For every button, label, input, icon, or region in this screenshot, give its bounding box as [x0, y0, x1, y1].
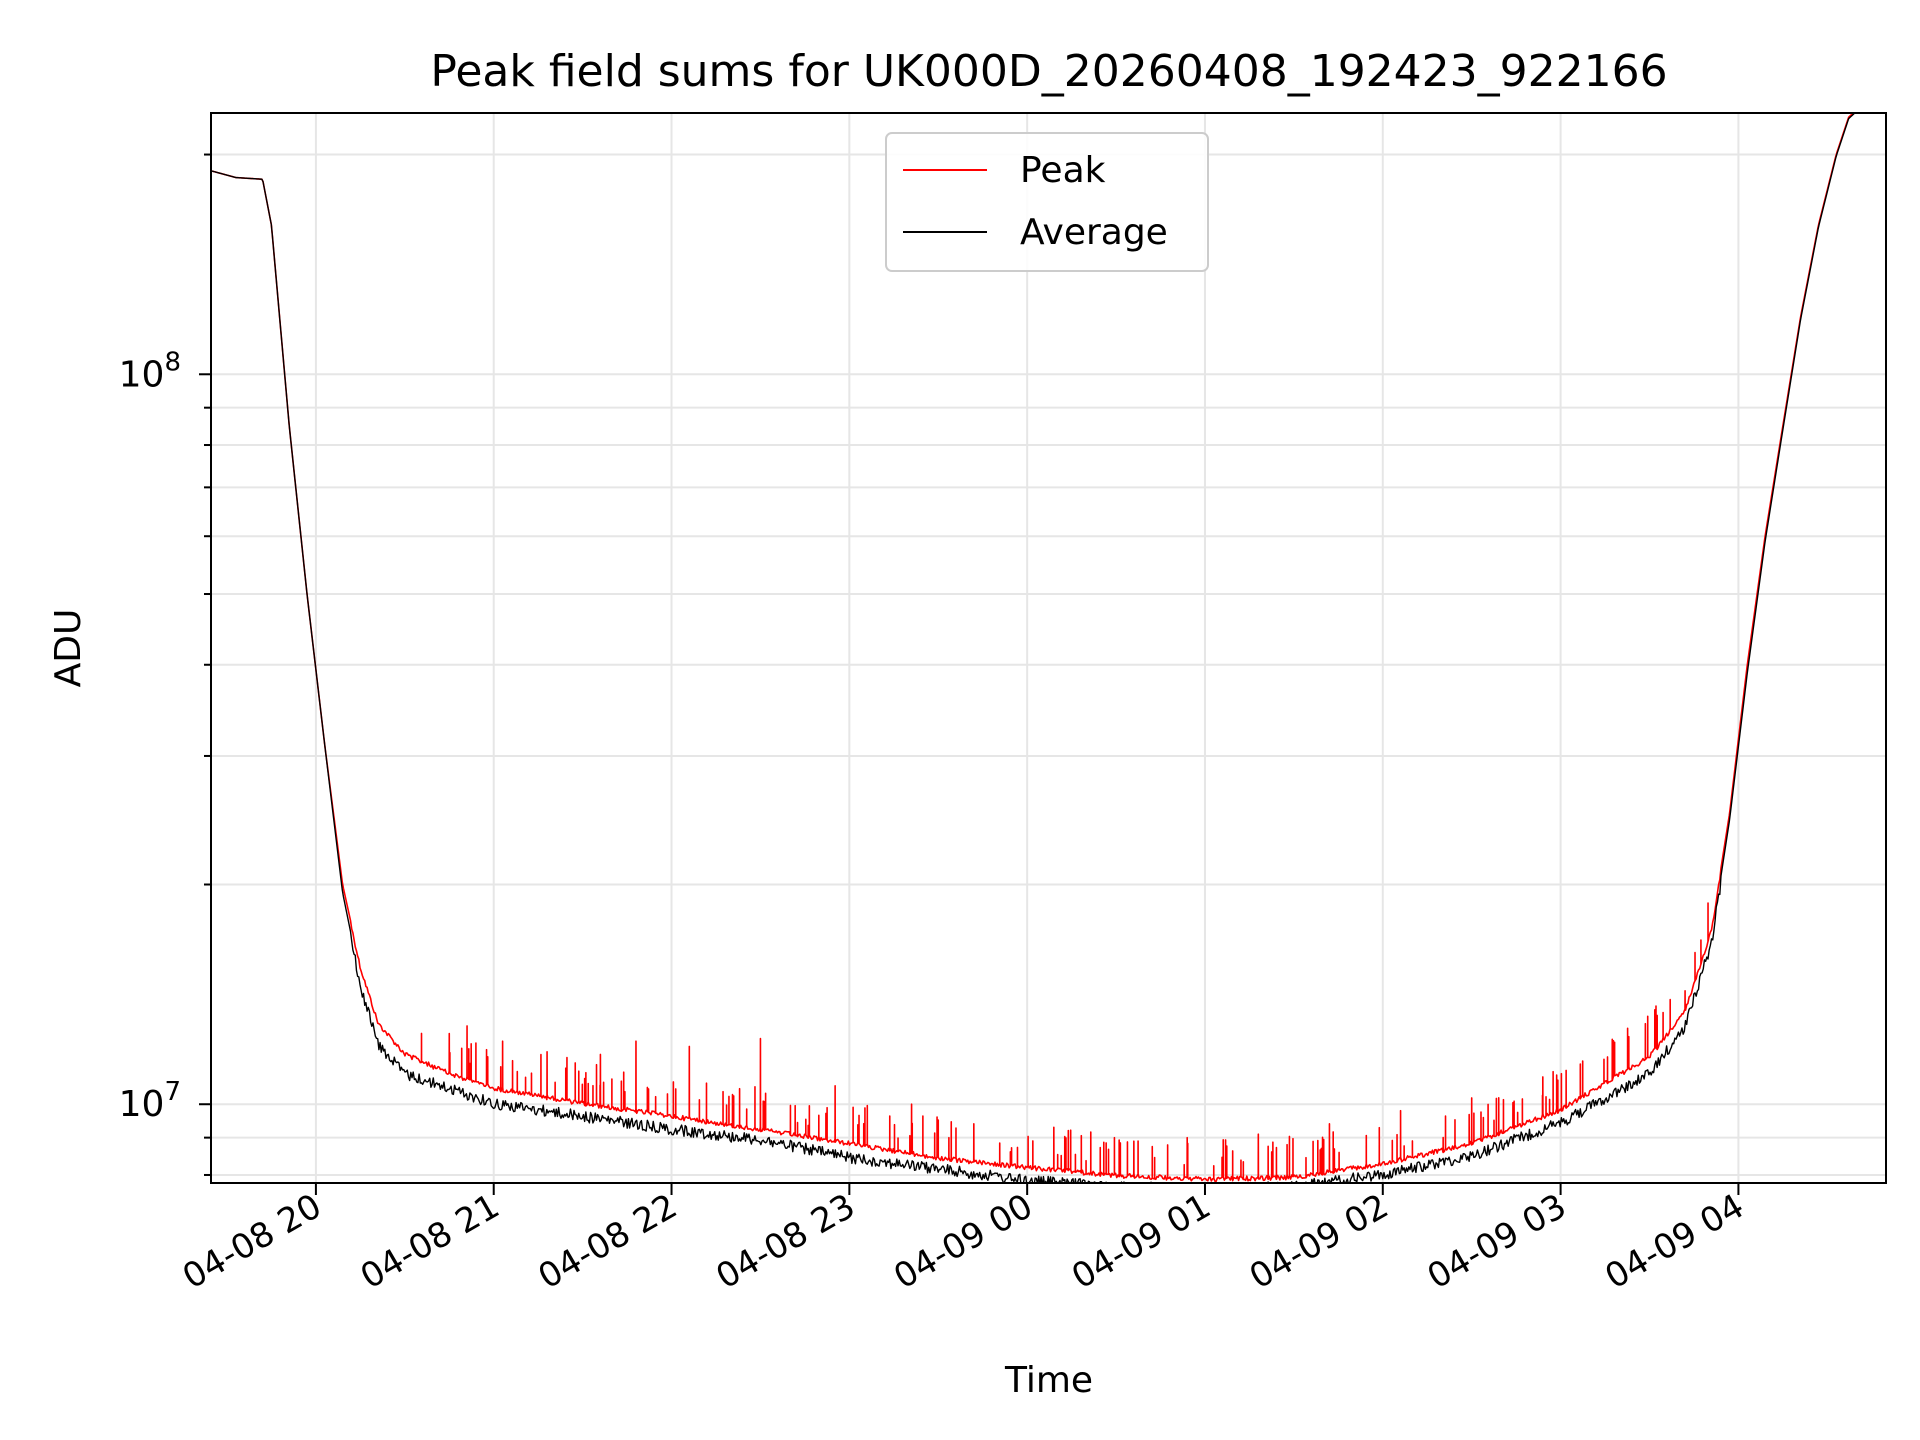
- y-axis-label: ADU: [48, 609, 89, 688]
- axes-frame: [210, 112, 1887, 1184]
- peak-series-line: [211, 113, 1855, 1183]
- legend: Peak Average: [885, 132, 1209, 272]
- plot-lines: [211, 113, 1856, 1183]
- x-axis-label: Time: [1004, 1360, 1093, 1401]
- legend-average-label: Average: [1020, 212, 1168, 253]
- legend-box: [885, 132, 1209, 272]
- chart-title: Peak field sums for UK000D_20260408_1924…: [430, 46, 1667, 97]
- legend-peak-label: Peak: [1020, 150, 1106, 191]
- y-tick-label: 108: [119, 347, 181, 395]
- y-tick-label: 107: [119, 1077, 181, 1125]
- y-axis: 107 108: [119, 153, 211, 1176]
- average-series-line: [211, 113, 1856, 1183]
